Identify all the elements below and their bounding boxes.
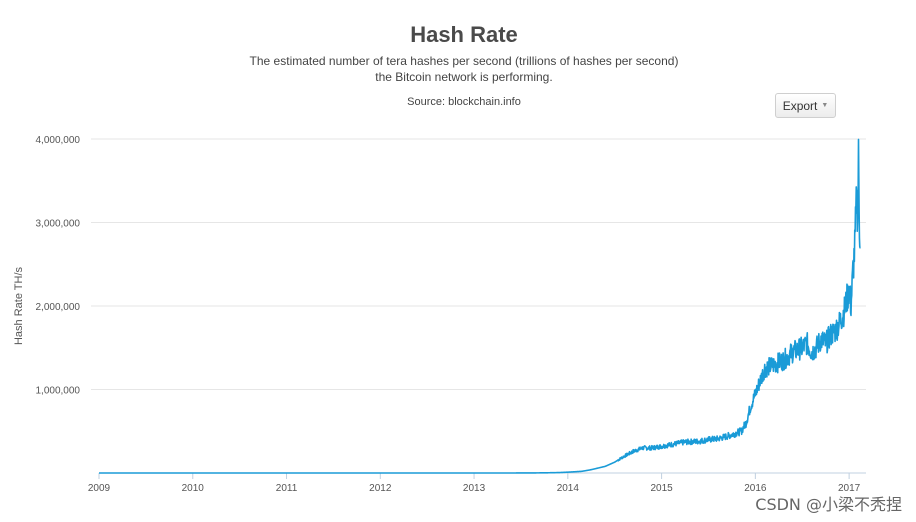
x-tick-labels: 2009 2010 2011 2012 2013 2014 2015 2016 2017: [88, 473, 861, 494]
chart-source: Source: blockchain.info: [407, 96, 521, 108]
y-tick-label: 3,000,000: [36, 219, 81, 230]
y-tick-labels: 1,000,000 2,000,000 3,000,000 4,000,000: [36, 135, 81, 397]
chart-subtitle: The estimated number of tera hashes per …: [0, 53, 916, 85]
y-tick-label: 1,000,000: [36, 386, 81, 397]
grid-lines: [91, 138, 866, 474]
x-tick-label: 2009: [88, 483, 111, 494]
caret-down-icon: ▼: [821, 102, 829, 109]
series-line: [98, 138, 861, 474]
export-button[interactable]: Export ▼: [775, 93, 836, 118]
subtitle-line-2: the Bitcoin network is performing.: [375, 70, 553, 84]
x-tick-label: 2017: [838, 483, 861, 494]
x-tick-label: 2015: [650, 483, 673, 494]
x-tick-label: 2010: [182, 483, 205, 494]
series-layer: [98, 138, 861, 474]
x-tick-label: 2012: [369, 483, 392, 494]
x-tick-label: 2013: [463, 483, 486, 494]
x-tick-label: 2011: [276, 483, 298, 494]
y-tick-label: 2,000,000: [36, 302, 81, 313]
x-tick-label: 2016: [744, 483, 767, 494]
export-button-label: Export: [782, 98, 818, 113]
watermark: CSDN @小梁不秃捏: [755, 495, 902, 514]
chart-title: Hash Rate: [410, 22, 518, 47]
subtitle-line-1: The estimated number of tera hashes per …: [249, 54, 679, 68]
x-tick-label: 2014: [557, 483, 580, 494]
y-tick-label: 4,000,000: [36, 135, 81, 146]
